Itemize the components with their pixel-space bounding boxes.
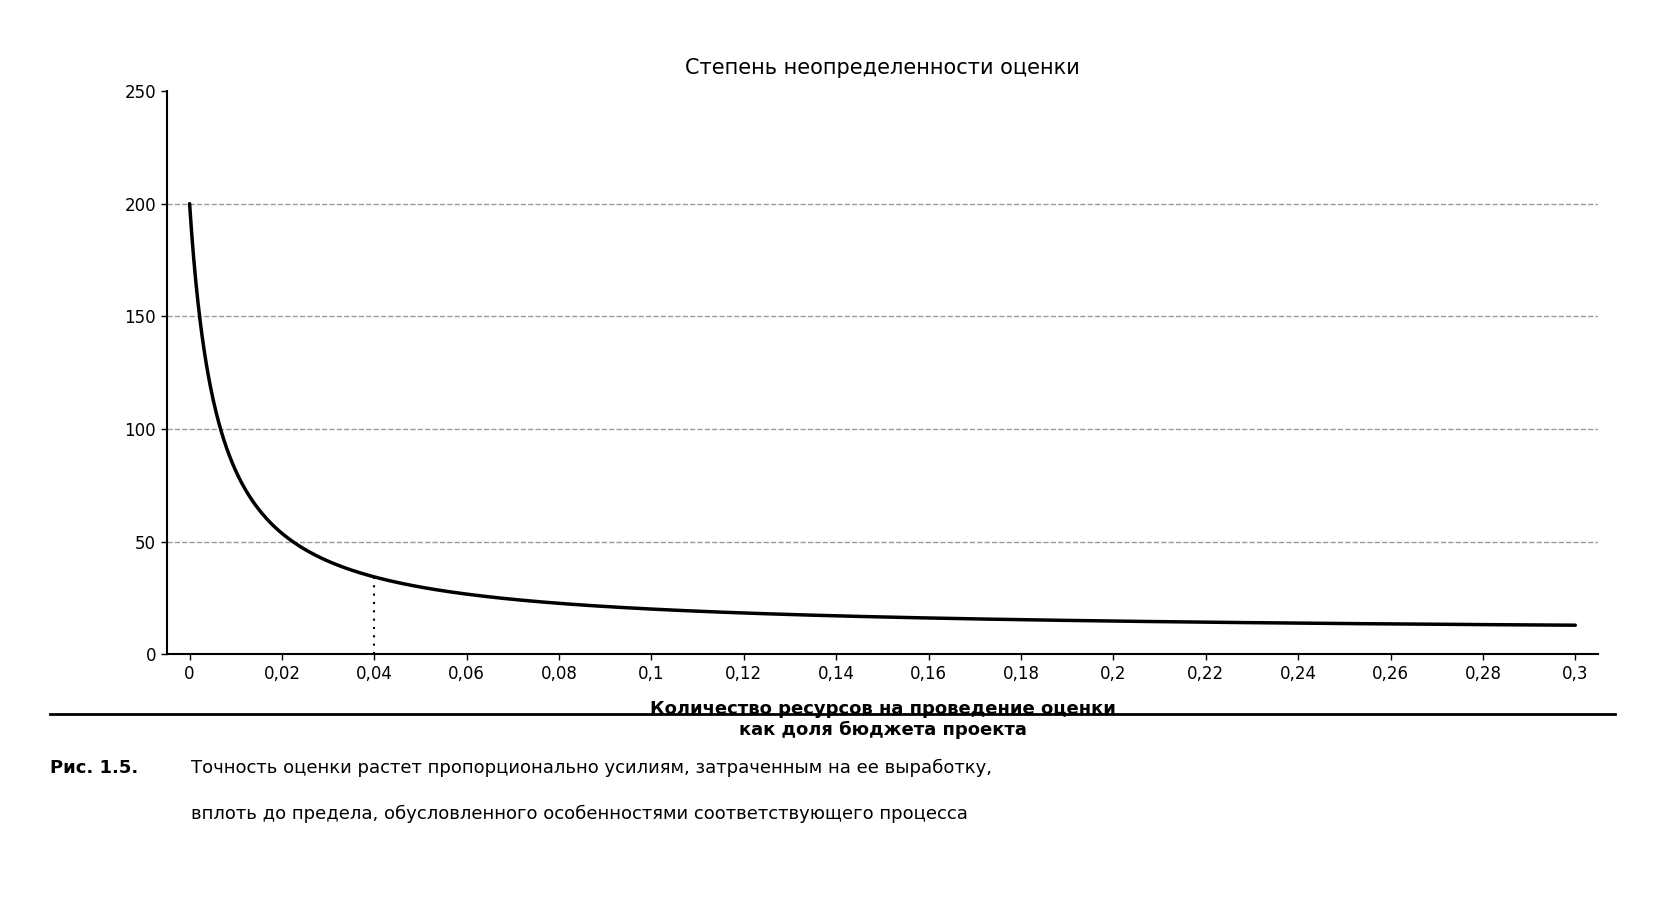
Title: Степень неопределенности оценки: Степень неопределенности оценки [684,58,1080,78]
Text: вплоть до предела, обусловленного особенностями соответствующего процесса: вплоть до предела, обусловленного особен… [191,804,968,823]
Text: Точность оценки растет пропорционально усилиям, затраченным на ее выработку,: Точность оценки растет пропорционально у… [191,759,992,777]
X-axis label: Количество ресурсов на проведение оценки
как доля бюджета проекта: Количество ресурсов на проведение оценки… [649,700,1115,738]
Text: Рис. 1.5.: Рис. 1.5. [50,759,138,777]
